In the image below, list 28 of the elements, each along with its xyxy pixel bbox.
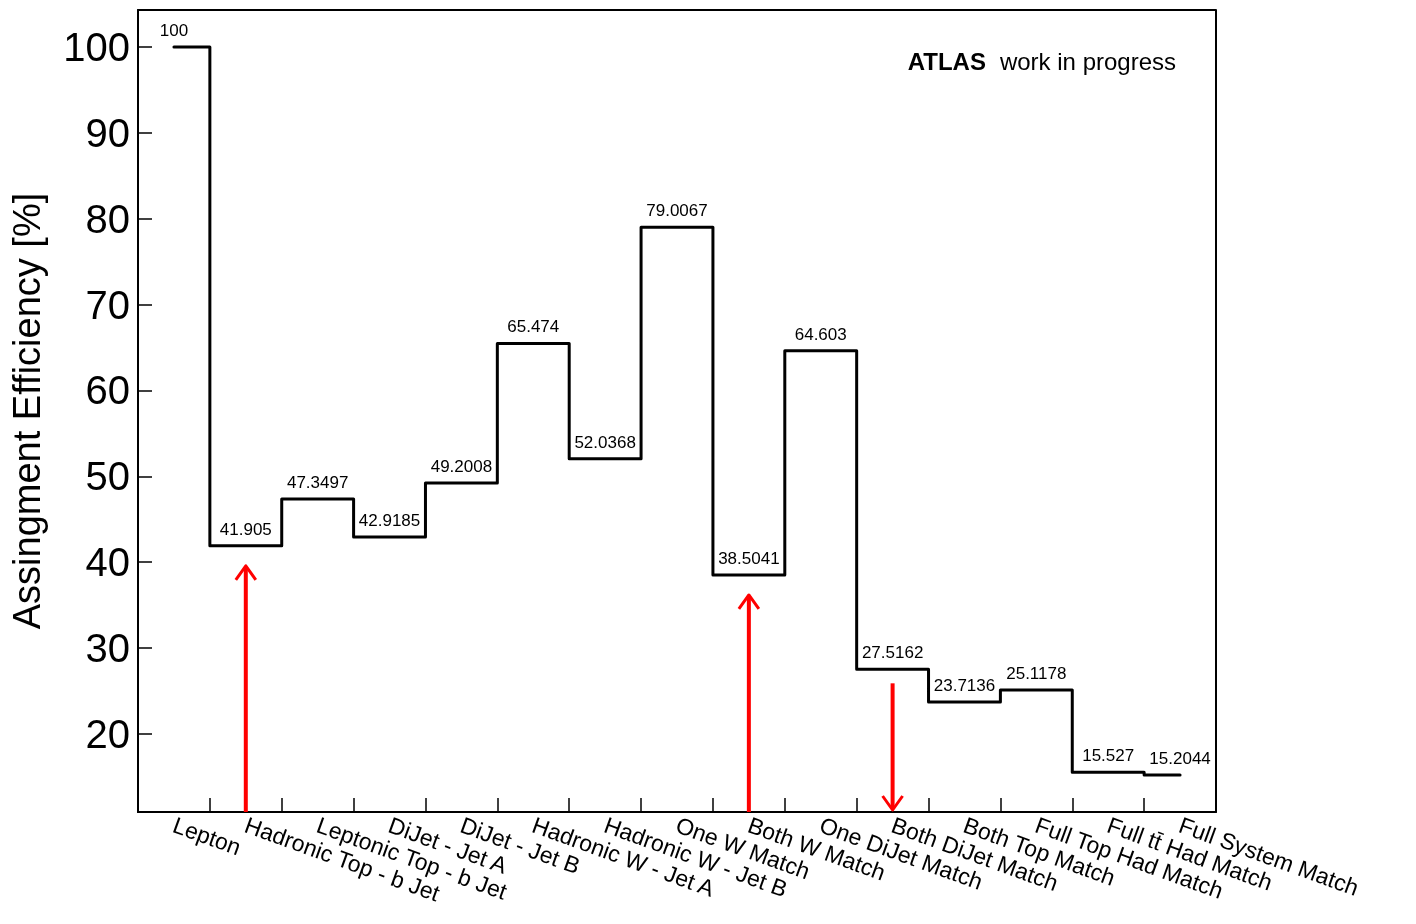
y-tick-label: 40 [85,540,130,585]
y-tick-label: 90 [85,110,130,155]
data-label: 15.2044 [1149,749,1211,769]
y-tick-label: 80 [85,196,130,241]
y-tick-label: 20 [85,711,130,756]
y-tick-label: 70 [85,282,130,327]
data-label: 15.527 [1082,746,1135,766]
data-label: 42.9185 [358,511,421,531]
data-label: 52.0368 [574,432,636,452]
annotation: ATLAS [907,48,986,75]
data-label: 49.2008 [430,457,493,477]
data-label: 23.7136 [933,675,996,695]
data-label: 41.905 [219,519,272,539]
data-label: 27.5162 [861,643,924,663]
data-label: 100 [159,20,189,40]
y-tick-label: 100 [63,24,130,69]
y-tick-label: 50 [85,454,130,499]
y-axis-title: Assingment Efficiency [%] [6,192,48,630]
data-label: 79.0067 [646,201,708,221]
x-tick-label: Lepton [169,811,245,861]
data-label: 25.1178 [1006,663,1067,683]
y-tick-label: 30 [85,625,130,670]
y-tick-label: 60 [85,368,130,413]
data-label: 65.474 [507,317,560,337]
data-label: 64.603 [794,324,847,344]
annotation: work in progress [999,48,1176,75]
data-label: 47.3497 [286,473,349,493]
data-label: 38.5041 [718,548,780,568]
